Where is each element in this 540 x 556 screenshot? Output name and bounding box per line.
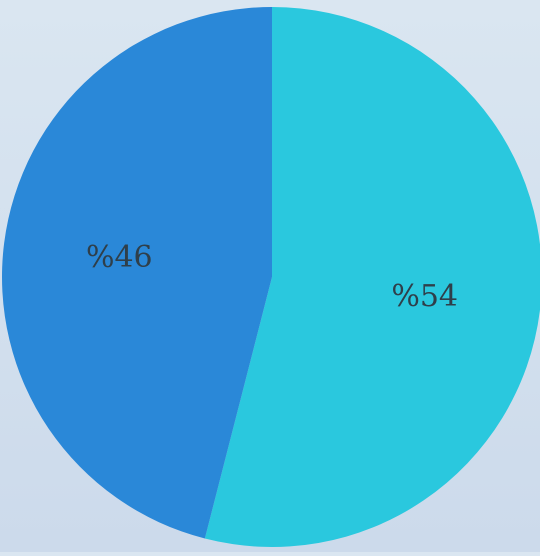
pie-slices	[1, 7, 540, 547]
pie-slice-1	[1, 7, 273, 539]
pie-slice-0	[204, 7, 540, 547]
pie-slice-label-0: %54	[391, 279, 458, 314]
pie-slice-label-1: %46	[86, 240, 153, 275]
pie-labels: %54 %46	[86, 240, 458, 314]
